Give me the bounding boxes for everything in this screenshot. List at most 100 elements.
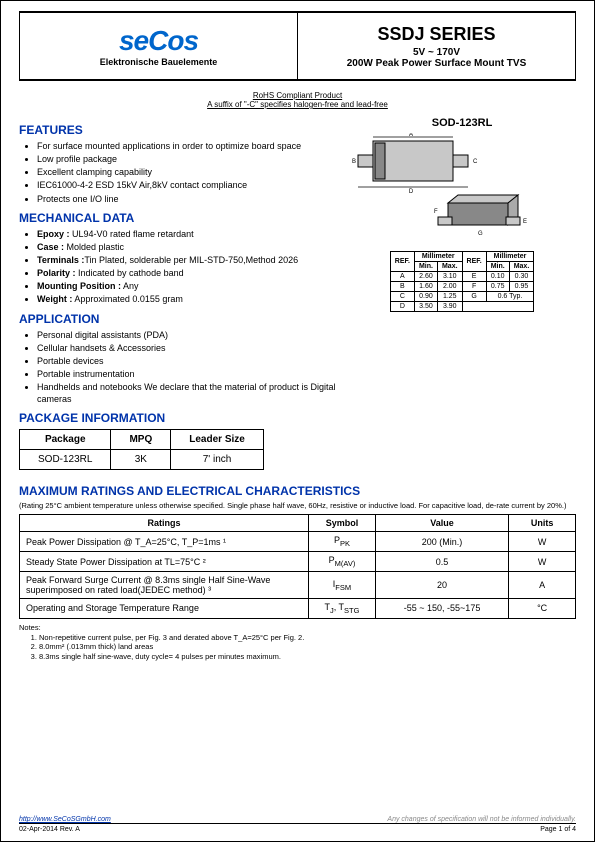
dim-cell: 3.10 [437, 272, 462, 282]
header-left: seCos Elektronische Bauelemente [20, 13, 298, 79]
dim-mm-h2: Millimeter [486, 252, 534, 262]
dim-cell: 0.30 [509, 272, 534, 282]
value-cell: 20 [375, 571, 508, 598]
footer-date-rev: 02-Apr-2014 Rev. A [19, 826, 80, 833]
notes-block: Notes: Non-repetitive current pulse, per… [19, 623, 576, 662]
list-item: Terminals :Tin Plated, solderable per MI… [37, 254, 338, 266]
list-item: Polarity : Indicated by cathode band [37, 267, 338, 279]
header-right: SSDJ SERIES 5V ~ 170V 200W Peak Power Su… [298, 13, 575, 79]
svg-text:E: E [523, 219, 527, 225]
footer-disclaimer: Any changes of specification will not be… [387, 816, 576, 823]
page-footer: http://www.SeCoSGmbH.com Any changes of … [19, 816, 576, 833]
footer-url: http://www.SeCoSGmbH.com [19, 816, 111, 823]
list-item: Epoxy : UL94-V0 rated flame retardant [37, 228, 338, 240]
dim-cell: 0.10 [486, 272, 509, 282]
list-item: IEC61000-4-2 ESD 15kV Air,8kV contact co… [37, 179, 338, 191]
symbol-cell: PM(AV) [309, 552, 376, 572]
pkg-cell-1: 3K [111, 450, 171, 470]
dim-cell: E [462, 272, 486, 282]
mechanical-heading: MECHANICAL DATA [19, 211, 338, 225]
rating-cell: Steady State Power Dissipation at TL=75°… [20, 552, 309, 572]
list-item: Portable instrumentation [37, 368, 338, 380]
pkg-col-2: Leader Size [171, 430, 264, 450]
dim-cell: G [462, 292, 486, 302]
sod-label: SOD-123RL [348, 117, 576, 129]
list-item: 8.0mm² (.013mm thick) land areas [39, 642, 576, 652]
dim-cell: C [390, 292, 414, 302]
symbol-cell: IFSM [309, 571, 376, 598]
series-title: SSDJ SERIES [377, 24, 495, 45]
unit-cell: W [509, 532, 576, 552]
svg-text:F: F [434, 209, 438, 215]
application-list: Personal digital assistants (PDA)Cellula… [19, 329, 338, 406]
list-item: Protects one I/O line [37, 193, 338, 205]
dim-min1: Min. [414, 262, 437, 272]
package-info-heading: PACKAGE INFORMATION [19, 411, 338, 425]
list-item: Non-repetitive current pulse, per Fig. 3… [39, 633, 576, 643]
mechanical-list: Epoxy : UL94-V0 rated flame retardantCas… [19, 228, 338, 306]
table-row: Peak Power Dissipation @ T_A=25°C, T_P=1… [20, 532, 576, 552]
dim-cell: 1.25 [437, 292, 462, 302]
dim-cell: 2.60 [414, 272, 437, 282]
pkg-cell-0: SOD-123RL [20, 450, 111, 470]
table-row: A2.603.10E0.100.30 [390, 272, 533, 282]
rohs-block: RoHS Compliant Product A suffix of "-C" … [19, 91, 576, 109]
list-item: For surface mounted applications in orde… [37, 140, 338, 152]
dimension-table: REF. Millimeter REF. Millimeter Min. Max… [390, 251, 534, 312]
package-info-table: Package MPQ Leader Size SOD-123RL 3K 7' … [19, 429, 264, 470]
list-item: Mounting Position : Any [37, 280, 338, 292]
dim-ref-h: REF. [390, 252, 414, 272]
logo-text: seCos [119, 25, 198, 57]
voltage-range: 5V ~ 170V [413, 47, 460, 58]
ratings-header-row: Ratings Symbol Value Units [20, 515, 576, 532]
dim-cell: 3.50 [414, 302, 437, 312]
table-row: Peak Forward Surge Current @ 8.3ms singl… [20, 571, 576, 598]
value-cell: 0.5 [375, 552, 508, 572]
table-header-row: Package MPQ Leader Size [20, 430, 264, 450]
dim-cell: F [462, 282, 486, 292]
product-desc: 200W Peak Power Surface Mount TVS [347, 58, 527, 69]
table-row: D3.503.90 [390, 302, 533, 312]
list-item: Handhelds and notebooks We declare that … [37, 381, 338, 405]
footer-page: Page 1 of 4 [540, 826, 576, 833]
table-row: C0.901.25G0.6 Typ. [390, 292, 533, 302]
dim-cell: D [390, 302, 414, 312]
symbol-cell: TJ, TSTG [309, 598, 376, 618]
table-row: SOD-123RL 3K 7' inch [20, 450, 264, 470]
rohs-line1: RoHS Compliant Product [19, 91, 576, 100]
list-item: Low profile package [37, 153, 338, 165]
dim-cell [462, 302, 534, 312]
value-cell: -55 ~ 150, -55~175 [375, 598, 508, 618]
ratings-col-3: Units [509, 515, 576, 532]
dim-cell: 0.95 [509, 282, 534, 292]
list-item: Weight : Approximated 0.0155 gram [37, 293, 338, 305]
ratings-col-0: Ratings [20, 515, 309, 532]
dim-max1: Max. [437, 262, 462, 272]
table-row: Operating and Storage Temperature RangeT… [20, 598, 576, 618]
dim-header-row: REF. Millimeter REF. Millimeter [390, 252, 533, 262]
dim-cell: 3.90 [437, 302, 462, 312]
unit-cell: °C [509, 598, 576, 618]
ratings-condition: (Rating 25°C ambient temperature unless … [19, 501, 576, 510]
rating-cell: Operating and Storage Temperature Range [20, 598, 309, 618]
unit-cell: A [509, 571, 576, 598]
list-item: Case : Molded plastic [37, 241, 338, 253]
rating-cell: Peak Power Dissipation @ T_A=25°C, T_P=1… [20, 532, 309, 552]
content-right: SOD-123RL A B C D F E G [348, 117, 576, 470]
table-row: B1.602.00F0.750.95 [390, 282, 533, 292]
application-heading: APPLICATION [19, 312, 338, 326]
svg-text:A: A [409, 133, 413, 138]
list-item: Personal digital assistants (PDA) [37, 329, 338, 341]
list-item: Cellular handsets & Accessories [37, 342, 338, 354]
logo-subtitle: Elektronische Bauelemente [100, 57, 218, 67]
notes-heading: Notes: [19, 623, 576, 633]
dim-cell: 0.6 Typ. [486, 292, 534, 302]
pkg-col-1: MPQ [111, 430, 171, 450]
dim-ref-h2: REF. [462, 252, 486, 272]
features-list: For surface mounted applications in orde… [19, 140, 338, 205]
package-drawing: A B C D F E G [348, 133, 528, 243]
svg-text:G: G [478, 231, 483, 237]
symbol-cell: PPK [309, 532, 376, 552]
dim-cell: 0.90 [414, 292, 437, 302]
dim-min2: Min. [486, 262, 509, 272]
